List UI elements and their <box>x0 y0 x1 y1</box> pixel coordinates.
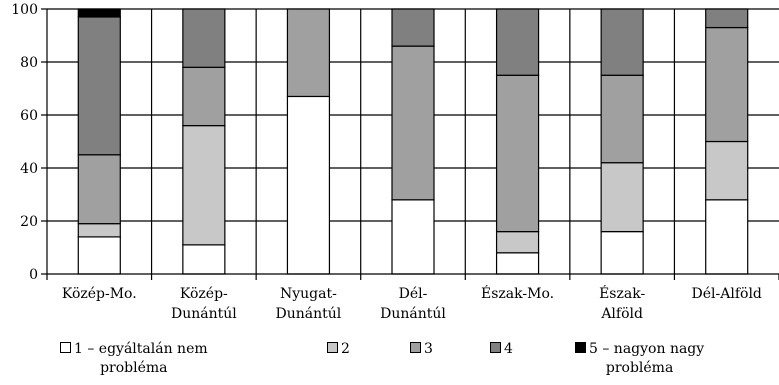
bar-segment <box>495 252 540 275</box>
bar-segment <box>495 231 540 254</box>
bar-segment <box>600 74 644 164</box>
bar-segment <box>495 8 540 76</box>
bar-segment <box>77 223 121 238</box>
legend-swatch <box>60 342 71 353</box>
bar-segment <box>182 124 226 246</box>
category-label: Alföld <box>600 306 643 322</box>
category-label: Észak-Mo. <box>481 284 554 302</box>
bar-segment <box>286 8 331 98</box>
y-tick-label: 60 <box>20 108 38 124</box>
legend-line: 5 – nagyon nagy <box>575 341 704 357</box>
legend-label: 1 – egyáltalán nem <box>74 341 208 357</box>
category-label: Dunántúl <box>380 306 446 322</box>
legend-swatch <box>490 342 501 353</box>
bar-segment <box>600 162 644 233</box>
legend-item: 4 <box>490 340 513 359</box>
category-label: Nyugat- <box>280 286 337 302</box>
bar-segment <box>495 74 540 233</box>
legend-item: 2 <box>327 340 350 359</box>
bar-segment <box>77 154 121 225</box>
legend-label: 3 <box>424 341 433 357</box>
category-label: Dél-Alföld <box>692 286 762 302</box>
legend-label: 2 <box>341 341 350 357</box>
legend-label-line2: probléma <box>100 360 168 376</box>
category-label: Dunántúl <box>276 306 342 322</box>
legend-swatch <box>327 342 338 353</box>
bar-segment <box>182 8 226 68</box>
bar-segment <box>286 95 331 275</box>
y-tick-label: 100 <box>11 2 38 18</box>
bar-segment <box>705 26 749 143</box>
legend-item: 1 – egyáltalán nem probléma <box>60 340 208 378</box>
bar-segment <box>391 199 435 275</box>
legend-item: 3 <box>410 340 433 359</box>
legend-label-line2: probléma <box>605 360 674 376</box>
stacked-bar-chart: 0 20 40 60 80 100 Közép-Mo. Közép- Dunántúl Nyuga… <box>11 2 779 322</box>
bar-segment <box>182 66 226 127</box>
legend-line: 1 – egyáltalán nem <box>60 341 208 357</box>
legend-line: 4 <box>490 341 513 357</box>
bar-segment <box>600 231 644 275</box>
bar-segment <box>705 8 749 29</box>
bar-segment <box>77 16 121 156</box>
y-tick-label: 20 <box>20 214 38 230</box>
bar-segment <box>77 236 121 275</box>
y-tick-label: 40 <box>20 161 38 177</box>
bar-segment <box>182 244 226 275</box>
legend-swatch <box>575 342 586 353</box>
category-label: Közép-Mo. <box>62 286 137 302</box>
bar-segment <box>391 45 435 201</box>
bar-segment <box>600 8 644 76</box>
category-label: Közép- <box>180 286 228 302</box>
legend-line: 2 <box>327 341 350 357</box>
legend-line: 3 <box>410 341 433 357</box>
bar-segment <box>705 140 749 201</box>
bar-segment <box>77 8 121 18</box>
bar-segment <box>391 8 435 47</box>
legend: 1 – egyáltalán nem probléma 2 3 4 5 – nagyon … <box>0 340 779 385</box>
category-label: Észak- <box>599 284 645 302</box>
legend-label: 5 – nagyon nagy <box>589 341 705 357</box>
bar-segment <box>705 199 749 275</box>
legend-label: 4 <box>504 341 513 357</box>
y-tick-label: 0 <box>29 267 38 283</box>
y-tick-label: 80 <box>20 55 38 71</box>
legend-swatch <box>410 342 421 353</box>
category-label: Dél- <box>399 286 428 302</box>
category-label: Dunántúl <box>171 306 237 322</box>
legend-item: 5 – nagyon nagy probléma <box>575 340 704 378</box>
